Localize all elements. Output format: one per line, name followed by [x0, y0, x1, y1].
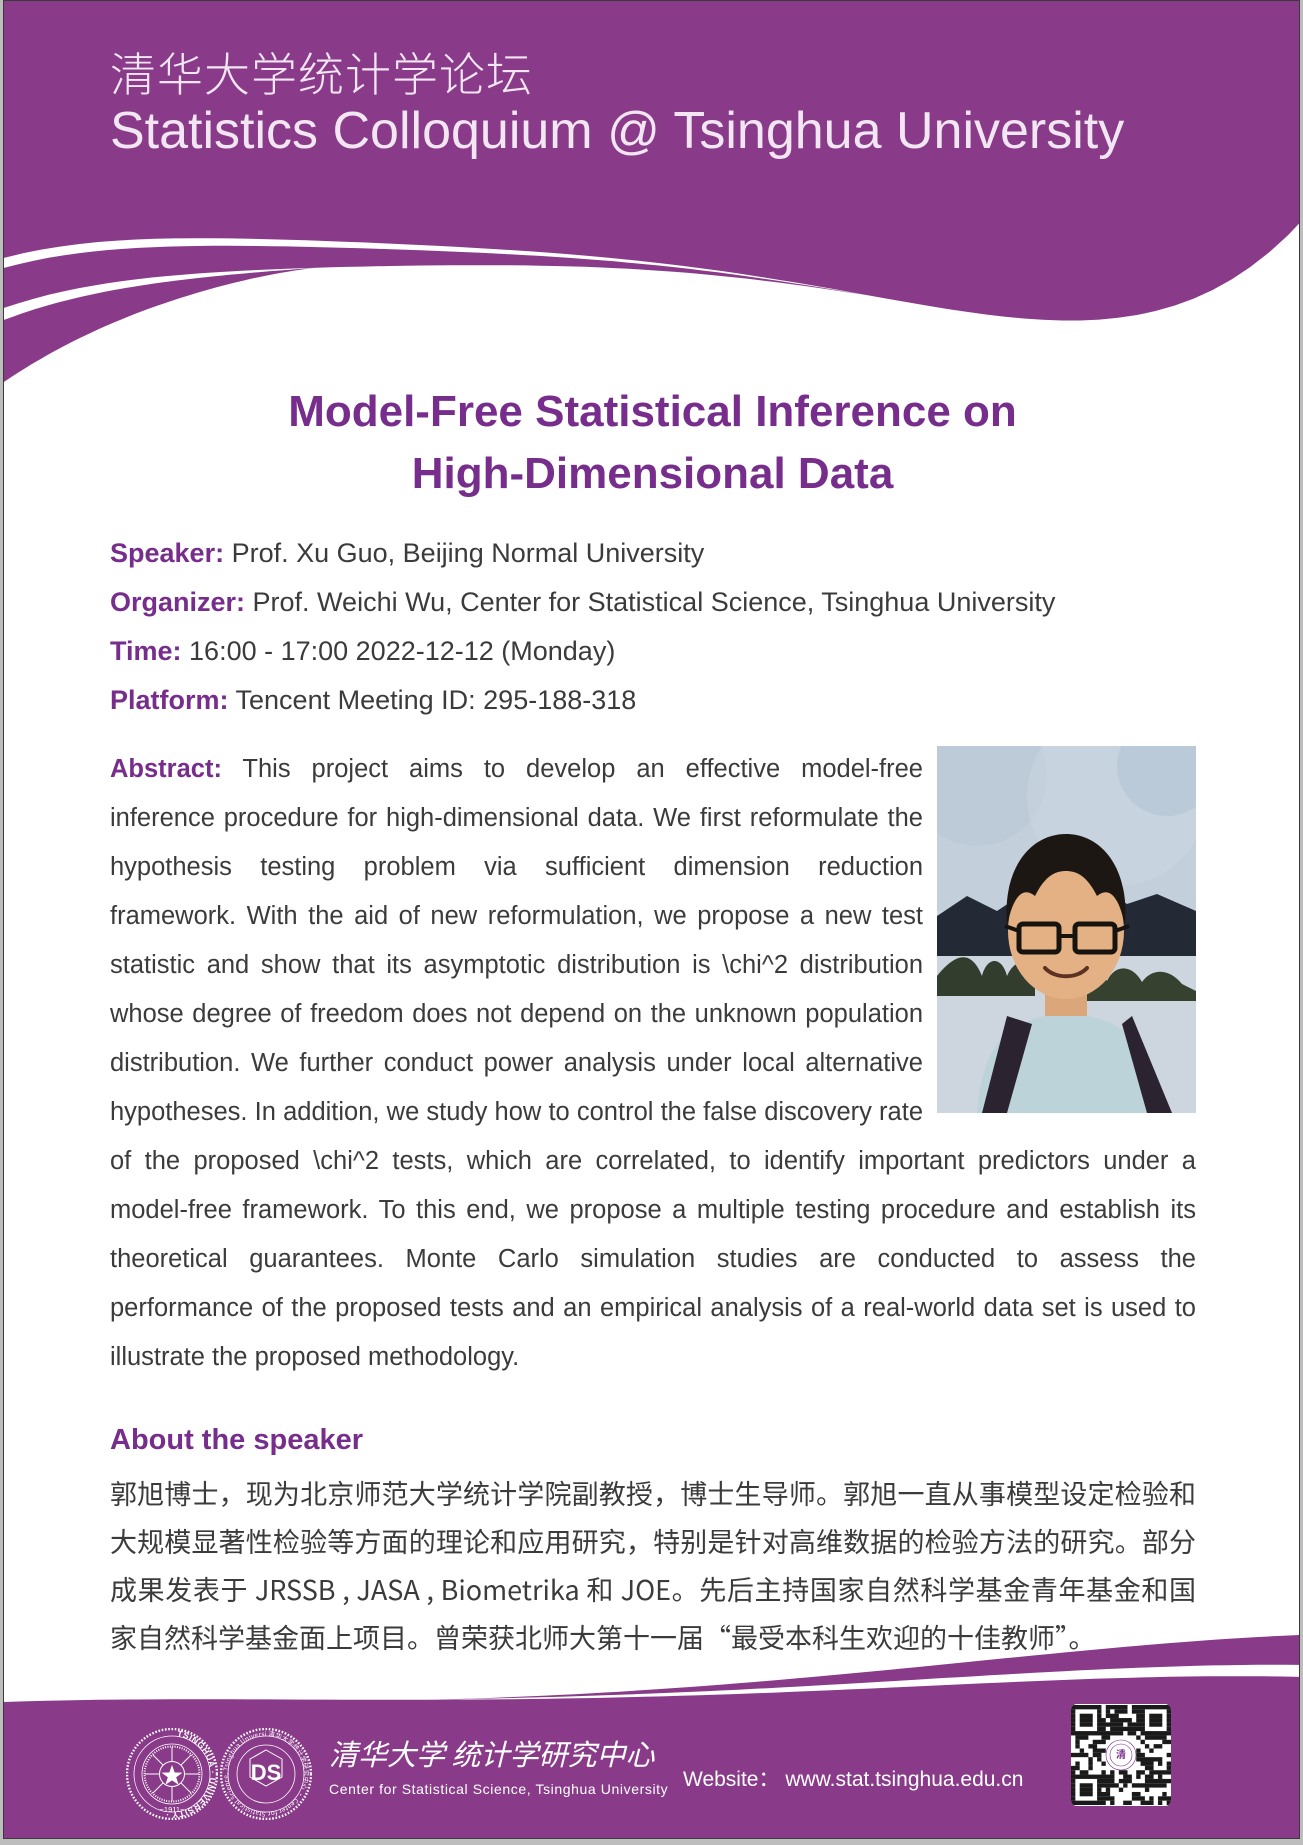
svg-text:DS: DS	[251, 1760, 282, 1785]
svg-text:~1911~: ~1911~	[160, 1805, 186, 1814]
svg-text:清: 清	[1116, 1746, 1126, 1761]
